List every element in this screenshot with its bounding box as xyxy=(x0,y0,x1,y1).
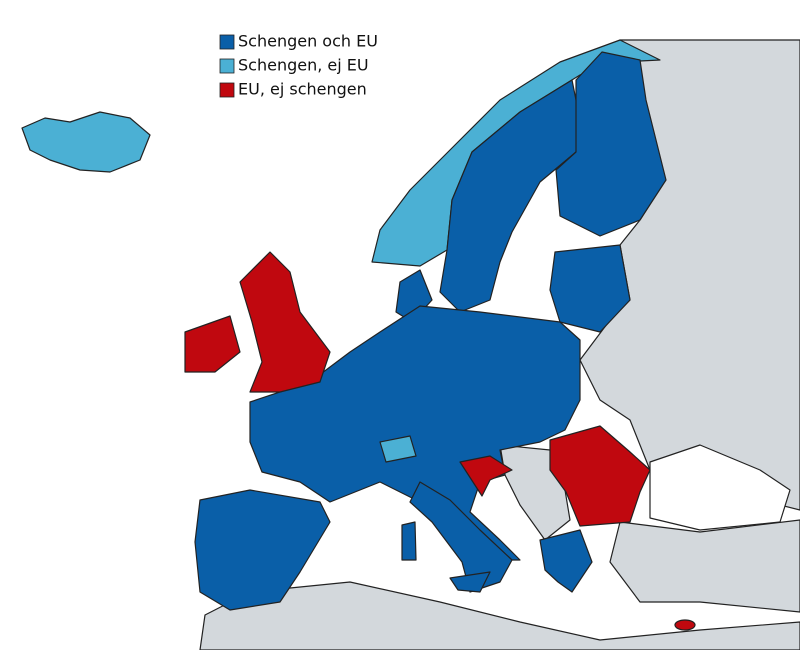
uk xyxy=(239,251,331,393)
baltics xyxy=(549,244,631,333)
romania-bulgaria xyxy=(549,425,651,527)
iceland xyxy=(21,111,151,173)
legend: Schengen och EU Schengen, ej EU EU, ej sch… xyxy=(219,32,378,99)
turkey xyxy=(609,519,800,613)
croatia xyxy=(459,455,513,497)
black-sea xyxy=(649,444,791,531)
legend-swatch xyxy=(219,34,235,50)
ireland xyxy=(184,315,241,373)
legend-swatch xyxy=(219,58,235,74)
iberia xyxy=(194,489,331,611)
greece xyxy=(539,529,593,593)
sardinia xyxy=(401,521,417,561)
switzerland xyxy=(379,435,417,463)
italy xyxy=(409,481,513,593)
legend-label: Schengen och EU xyxy=(238,32,378,51)
finland xyxy=(555,51,667,237)
legend-label: EU, ej schengen xyxy=(238,80,367,99)
cyprus xyxy=(674,619,696,631)
legend-swatch xyxy=(219,82,235,98)
sicily xyxy=(449,571,491,593)
legend-label: Schengen, ej EU xyxy=(238,56,369,75)
